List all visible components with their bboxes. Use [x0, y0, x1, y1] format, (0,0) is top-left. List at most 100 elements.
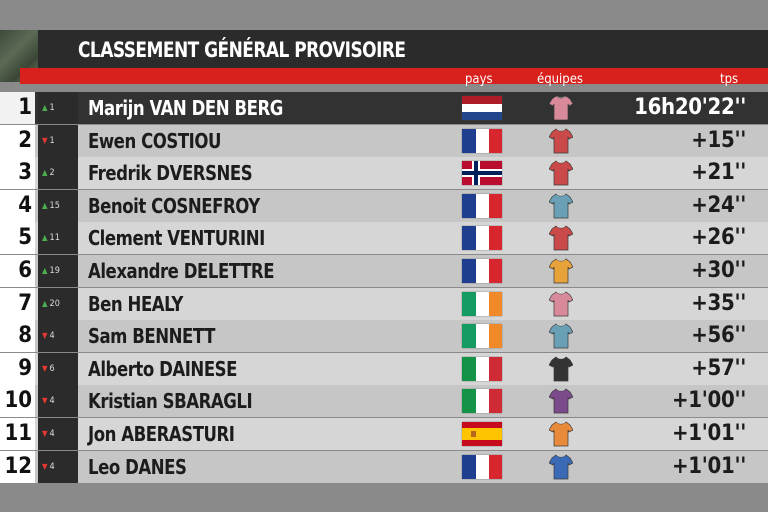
rider-name: Jon ABERASTURI	[88, 421, 235, 446]
team-jersey-icon	[548, 323, 574, 349]
rider-name: Clement VENTURINI	[88, 226, 265, 251]
rank-change-value: 4	[49, 428, 55, 439]
rank-position: 3	[0, 157, 35, 190]
flag-fr-icon	[462, 128, 502, 153]
rank-change-value: 6	[49, 363, 55, 374]
arrow-up-icon: ▲	[42, 265, 48, 275]
arrow-up-icon: ▲	[42, 233, 48, 243]
rank-position: 11	[0, 417, 35, 450]
rider-time: +30''	[691, 257, 746, 283]
flag-fr-icon	[462, 226, 502, 251]
table-row: 12 ▼ 4 Leo DANES +1'01''	[0, 450, 768, 483]
flag-fr-icon	[462, 258, 502, 283]
flag-ie-icon	[462, 324, 502, 349]
team-jersey-icon	[548, 225, 574, 251]
rank-change: ▲ 1	[38, 92, 78, 124]
rider-time: +1'01''	[672, 453, 746, 479]
standings-list: 1 ▲ 1 Marijn VAN DEN BERG 16h20'22'' 2 ▼ 1…	[0, 92, 768, 483]
arrow-down-icon: ▼	[42, 428, 48, 438]
rank-position: 2	[0, 124, 35, 157]
rider-time: +21''	[691, 160, 746, 186]
rank-change: ▼ 6	[38, 352, 78, 385]
table-row: 6 ▲ 19 Alexandre DELETTRE +30''	[0, 254, 768, 287]
table-row: 7 ▲ 20 Ben HEALY +35''	[0, 287, 768, 320]
arrow-down-icon: ▼	[42, 396, 48, 406]
flag-nl-icon	[462, 96, 502, 120]
rank-change: ▼ 4	[38, 417, 78, 450]
rider-time: +1'01''	[672, 420, 746, 446]
rank-position: 8	[0, 320, 35, 353]
table-row: 11 ▼ 4 Jon ABERASTURI +1'01''	[0, 417, 768, 450]
rank-change: ▼ 4	[38, 450, 78, 483]
accent-bar	[20, 68, 768, 84]
rank-change: ▼ 4	[38, 385, 78, 418]
flag-ie-icon	[462, 291, 502, 316]
rider-name: Marijn VAN DEN BERG	[88, 96, 283, 120]
rank-change-value: 4	[49, 331, 55, 342]
flag-it-icon	[462, 389, 502, 414]
team-jersey-icon	[548, 95, 574, 121]
standings-board: CLASSEMENT GÉNÉRAL PROVISOIRE pays équip…	[0, 30, 768, 484]
column-headers: pays équipes tps	[0, 70, 768, 92]
team-jersey-icon	[548, 258, 574, 284]
rank-change-value: 20	[49, 298, 60, 309]
rider-name: Benoit COSNEFROY	[88, 193, 260, 218]
rider-name: Sam BENNETT	[88, 324, 216, 349]
rider-time: +15''	[691, 127, 746, 153]
arrow-up-icon: ▲	[42, 200, 48, 210]
rank-change: ▲ 19	[38, 254, 78, 287]
table-row: 4 ▲ 15 Benoit COSNEFROY +24''	[0, 189, 768, 222]
table-row: 8 ▼ 4 Sam BENNETT +56''	[0, 320, 768, 353]
arrow-down-icon: ▼	[42, 135, 48, 145]
title-bar: CLASSEMENT GÉNÉRAL PROVISOIRE	[38, 30, 768, 70]
rank-position: 9	[0, 352, 35, 385]
table-row: 3 ▲ 2 Fredrik DVERSNES +21''	[0, 157, 768, 190]
arrow-down-icon: ▼	[42, 331, 48, 341]
team-jersey-icon	[548, 454, 574, 480]
rank-change: ▲ 20	[38, 287, 78, 320]
rider-name: Ben HEALY	[88, 291, 183, 316]
team-jersey-icon	[548, 388, 574, 414]
rank-position: 5	[0, 222, 35, 255]
rank-change-value: 2	[49, 168, 55, 179]
page-title: CLASSEMENT GÉNÉRAL PROVISOIRE	[78, 38, 406, 62]
flag-it-icon	[462, 356, 502, 381]
rider-time: 16h20'22''	[634, 95, 746, 120]
table-row: 10 ▼ 4 Kristian SBARAGLI +1'00''	[0, 385, 768, 418]
table-row: 5 ▲ 11 Clement VENTURINI +26''	[0, 222, 768, 255]
rider-time: +24''	[691, 192, 746, 218]
rank-change-value: 11	[49, 233, 60, 244]
rank-change: ▼ 1	[38, 124, 78, 157]
team-jersey-icon	[548, 356, 574, 382]
team-jersey-icon	[548, 193, 574, 219]
flag-fr-icon	[462, 454, 502, 479]
rank-change-value: 4	[49, 461, 55, 472]
rider-name: Alexandre DELETTRE	[88, 258, 275, 283]
rider-name: Ewen COSTIOU	[88, 128, 221, 153]
flag-fr-icon	[462, 193, 502, 218]
rider-name: Leo DANES	[88, 454, 187, 479]
rank-change-value: 15	[49, 200, 60, 211]
rider-name: Fredrik DVERSNES	[88, 161, 253, 186]
rider-time: +56''	[691, 323, 746, 349]
rank-change: ▼ 4	[38, 320, 78, 353]
team-jersey-icon	[548, 291, 574, 317]
rank-change: ▲ 15	[38, 189, 78, 222]
rider-name: Kristian SBARAGLI	[88, 389, 253, 414]
rank-change-value: 4	[49, 396, 55, 407]
rank-position: 1	[0, 92, 35, 124]
table-row: 9 ▼ 6 Alberto DAINESE +57''	[0, 352, 768, 385]
flag-no-icon	[462, 161, 502, 186]
rank-position: 12	[0, 450, 35, 483]
rider-time: +26''	[691, 225, 746, 251]
table-row: 2 ▼ 1 Ewen COSTIOU +15''	[0, 124, 768, 157]
rank-change-value: 19	[49, 265, 60, 276]
rank-change: ▲ 11	[38, 222, 78, 255]
table-row: 1 ▲ 1 Marijn VAN DEN BERG 16h20'22''	[0, 92, 768, 124]
rank-change: ▲ 2	[38, 157, 78, 190]
rank-change-value: 1	[49, 135, 55, 146]
team-jersey-icon	[548, 160, 574, 186]
rank-position: 10	[0, 385, 35, 418]
col-pays: pays	[465, 72, 493, 87]
col-tps: tps	[720, 72, 739, 87]
